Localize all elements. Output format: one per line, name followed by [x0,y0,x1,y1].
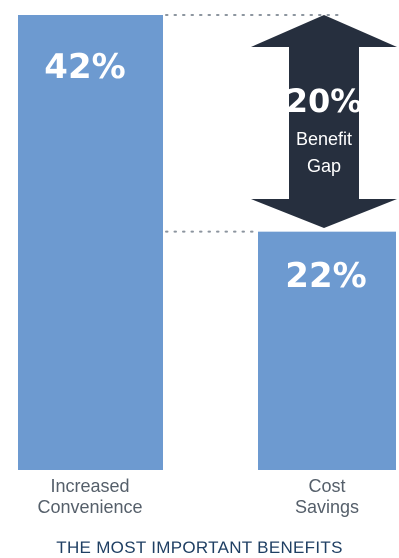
bar-chart: 42% 22% 20% Benefit Gap [18,14,397,470]
category-label-cost-savings: Cost Savings [247,476,399,518]
bar-increased-convenience [18,15,163,470]
category-label-line: Savings [294,497,360,517]
category-label-line: Increased [50,476,130,496]
benefit-gap-label-line1: Benefit [296,129,352,149]
value-label-increased-convenience: 42% [44,47,125,87]
benefit-gap-value: 20% [286,82,363,120]
category-label-line: Convenience [37,497,143,517]
benefit-gap-label-line2: Gap [307,156,341,176]
bar-cost-savings [258,231,396,470]
chart-title: THE MOST IMPORTANT BENEFITS [56,538,343,557]
category-label-increased-convenience: Increased Convenience [10,476,170,518]
category-label-line: Cost [308,476,346,496]
benefit-gap-double-arrow [251,15,397,228]
value-label-cost-savings: 22% [285,256,366,296]
